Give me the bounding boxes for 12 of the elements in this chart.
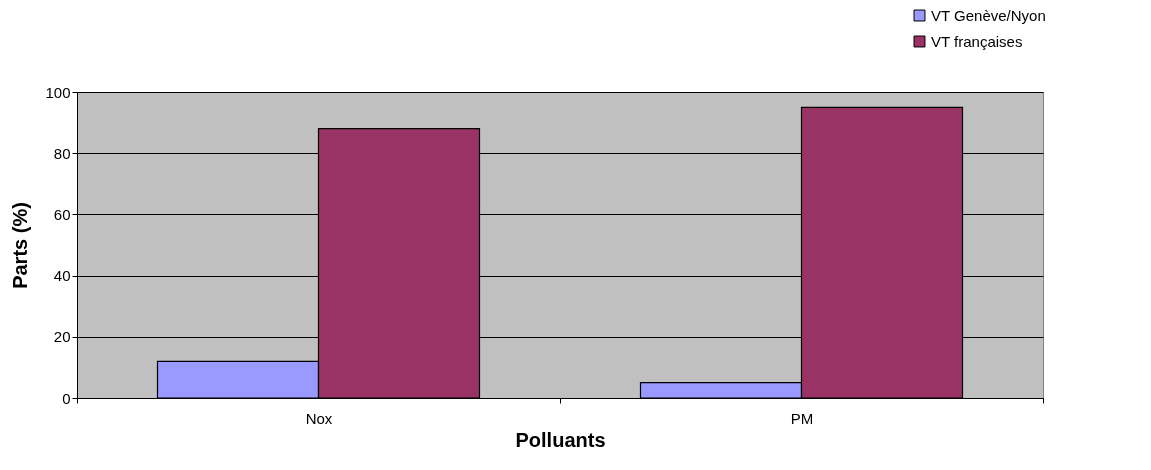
legend-label: VT françaises <box>931 32 1023 50</box>
y-tick-label: 20 <box>53 328 71 346</box>
y-axis-title: Parts (%) <box>9 202 32 289</box>
x-tick-label: Nox <box>305 409 333 427</box>
legend-label: VT Genève/Nyon <box>931 6 1046 24</box>
x-tick-label: PM <box>790 409 814 427</box>
y-tick-label: 40 <box>53 267 71 285</box>
y-tick-label: 80 <box>53 144 71 162</box>
x-axis-title: Polluants <box>515 428 606 451</box>
y-tick-label: 0 <box>62 389 71 407</box>
y-tick-label: 60 <box>53 205 71 223</box>
y-tick-label: 100 <box>45 83 71 101</box>
